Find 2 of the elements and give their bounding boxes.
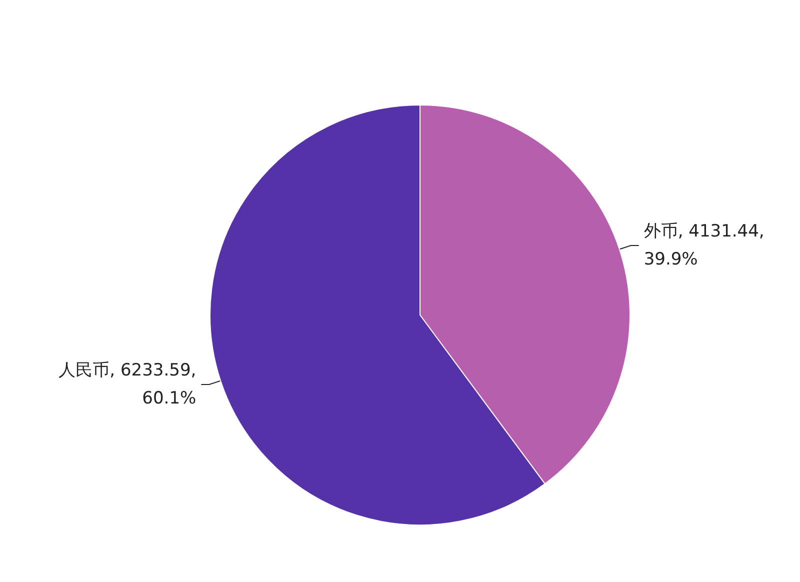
slice-label: 外币, 4131.44, 39.9% (644, 221, 764, 270)
slice-label: 人民币, 6233.59, 60.1% (58, 360, 196, 409)
